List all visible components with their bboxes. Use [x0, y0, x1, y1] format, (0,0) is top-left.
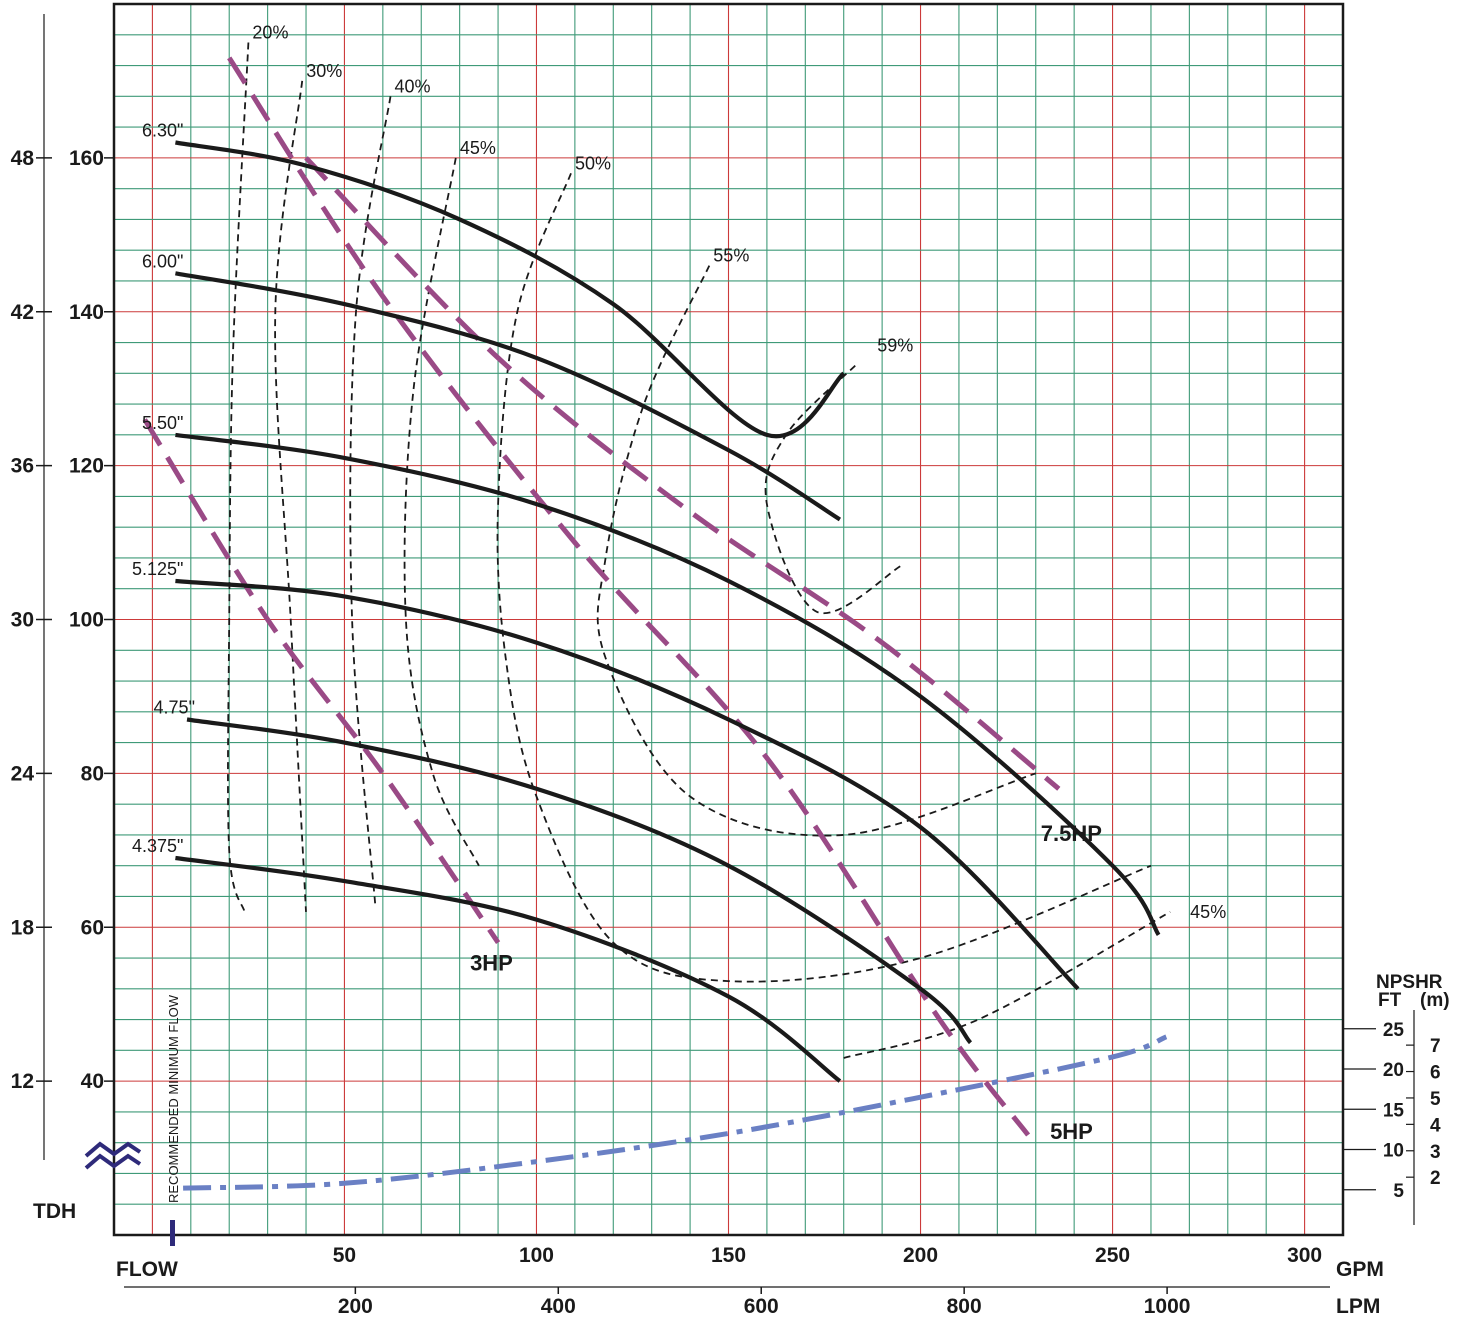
hp-label: 3HP — [470, 951, 513, 976]
y-tick-label: 140 — [69, 301, 104, 324]
efficiency-curve — [764, 364, 902, 615]
plot-curves — [142, 42, 1171, 1191]
x-tick-label: 100 — [519, 1244, 554, 1267]
efficiency-curve — [496, 172, 1152, 983]
npsh-axis-ft: FT — [1378, 990, 1402, 1011]
x-tick-label: 50 — [333, 1244, 356, 1267]
efficiency-label: 45% — [460, 138, 496, 158]
y-tick-label: 40 — [81, 1070, 104, 1093]
impeller-label: 5.125" — [132, 559, 183, 579]
metric-tick-label: 30 — [11, 609, 34, 632]
lpm-tick-label: 400 — [541, 1295, 576, 1318]
plot-labels: 20% 30% 40% 45% 50% 55% 59% 45% 3HP 5HP 7.5HP 6.30"… — [132, 22, 1226, 1144]
npshr-curve — [183, 1034, 1168, 1191]
x-axis-label-lpm: LPM — [1336, 1295, 1380, 1318]
npsh-ft-tick-label: 20 — [1383, 1060, 1404, 1081]
hp-label: 7.5HP — [1041, 821, 1102, 846]
flow-label: FLOW — [116, 1258, 178, 1281]
impeller-label: 4.375" — [132, 836, 183, 856]
x-tick-label: 300 — [1287, 1244, 1322, 1267]
efficiency-curve — [349, 96, 392, 905]
efficiency-label: 30% — [306, 61, 342, 81]
y-tick-label: 80 — [81, 762, 104, 785]
y-axis-label: TDH — [33, 1200, 76, 1223]
efficiency-label: 59% — [877, 336, 913, 356]
efficiency-curve — [403, 157, 480, 867]
npsh-ft-tick-label: 5 — [1393, 1181, 1404, 1202]
y-tick-label: 60 — [81, 916, 104, 939]
npsh-ft-tick-label: 25 — [1383, 1020, 1405, 1041]
npsh-axis-title: NPSHR — [1376, 972, 1443, 993]
head-curve — [175, 140, 846, 439]
min-flow-marker — [170, 1220, 175, 1246]
impeller-label: 4.75" — [154, 698, 195, 718]
npsh-m-tick-label: 2 — [1430, 1168, 1441, 1189]
metric-tick-label: 36 — [11, 455, 34, 478]
head-curve — [175, 432, 1161, 937]
efficiency-curve — [843, 911, 1171, 1059]
y-tick-label: 100 — [69, 609, 104, 632]
npsh-m-tick-label: 3 — [1430, 1142, 1441, 1163]
efficiency-curve — [274, 80, 307, 912]
npsh-ft-tick-label: 10 — [1383, 1141, 1404, 1162]
min-flow-label: RECOMMENDED MINIMUM FLOW — [166, 994, 181, 1203]
head-curve — [175, 271, 842, 522]
metric-tick-label: 42 — [11, 301, 34, 324]
lpm-tick-label: 600 — [744, 1295, 779, 1318]
x-tick-label: 150 — [711, 1244, 746, 1267]
efficiency-label: 50% — [575, 153, 611, 173]
y-tick-label: 160 — [69, 147, 104, 170]
metric-tick-label: 12 — [11, 1070, 34, 1093]
efficiency-label: 40% — [395, 76, 431, 96]
npsh-m-tick-label: 6 — [1430, 1063, 1441, 1084]
head-curve — [175, 578, 1080, 991]
hp-label: 5HP — [1050, 1119, 1093, 1144]
y-tick-label: 120 — [69, 455, 104, 478]
impeller-label: 5.50" — [142, 413, 183, 433]
lpm-tick-label: 200 — [338, 1295, 373, 1318]
impeller-label: 6.30" — [142, 120, 183, 140]
x-axis-label-gpm: GPM — [1336, 1258, 1384, 1281]
lpm-tick-label: 800 — [947, 1295, 982, 1318]
metric-tick-label: 48 — [11, 147, 35, 170]
metric-tick-label: 18 — [11, 916, 35, 939]
plot-grid — [114, 3, 1344, 1236]
hp-line — [142, 418, 501, 945]
npsh-m-tick-label: 5 — [1430, 1089, 1441, 1110]
hp-line — [227, 56, 1031, 1137]
efficiency-label: 55% — [713, 246, 749, 266]
axis-break-icon — [84, 1141, 142, 1170]
npsh-m-tick-label: 4 — [1430, 1115, 1441, 1136]
lpm-tick-label: 1000 — [1144, 1295, 1191, 1318]
npsh-axis-m: (m) — [1420, 990, 1450, 1011]
npsh-ft-tick-label: 15 — [1383, 1100, 1405, 1121]
efficiency-curve — [227, 42, 250, 913]
x-tick-label: 200 — [903, 1244, 938, 1267]
metric-tick-label: 24 — [11, 762, 35, 785]
efficiency-label: 20% — [252, 22, 288, 42]
impeller-label: 6.00" — [142, 251, 183, 271]
npsh-m-tick-label: 7 — [1430, 1036, 1441, 1057]
head-curve — [186, 717, 973, 1045]
head-curve — [175, 855, 842, 1083]
efficiency-label: 45% — [1190, 902, 1226, 922]
x-tick-label: 250 — [1095, 1244, 1130, 1267]
